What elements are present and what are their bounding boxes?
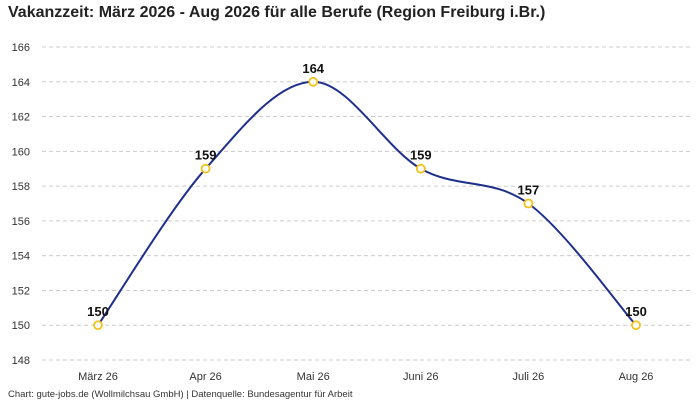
grid-layer <box>42 46 692 361</box>
y-tick-label: 152 <box>12 285 30 297</box>
data-label: 164 <box>302 61 324 76</box>
data-labels-layer: 150 159 164 159 157 150 <box>87 61 647 319</box>
x-tick-label: Apr 26 <box>189 371 221 383</box>
x-tick-label: Aug 26 <box>619 371 654 383</box>
series-line <box>97 80 637 326</box>
y-tick-label: 148 <box>12 355 30 367</box>
x-axis: März 26 Apr 26 Mai 26 Juni 26 Juli 26 Aug 26 <box>78 371 653 383</box>
series-layer <box>93 76 641 331</box>
data-point-marker <box>523 198 534 209</box>
data-label: 150 <box>87 304 109 319</box>
x-tick-label: Juni 26 <box>403 371 438 383</box>
data-label: 159 <box>195 148 217 163</box>
y-tick-label: 166 <box>12 42 30 54</box>
data-point-marker <box>631 320 641 331</box>
y-tick-label: 154 <box>12 251 30 263</box>
y-tick-label: 150 <box>12 320 30 332</box>
y-tick-label: 158 <box>12 181 30 193</box>
y-axis: 148 150 152 154 156 158 160 162 164 166 <box>12 42 30 367</box>
data-label: 150 <box>625 304 647 319</box>
y-tick-label: 162 <box>12 112 30 124</box>
y-tick-label: 156 <box>12 216 30 228</box>
y-tick-label: 164 <box>12 77 30 89</box>
x-tick-label: März 26 <box>78 371 118 383</box>
data-point-marker <box>200 163 211 174</box>
chart-title: Vakanzzeit: März 2026 - Aug 2026 für all… <box>8 4 545 21</box>
x-tick-label: Juli 26 <box>513 371 545 383</box>
data-label: 159 <box>410 148 432 163</box>
source-note: Chart: gute-jobs.de (Wollmilchsau GmbH) … <box>8 389 353 400</box>
data-point-marker <box>93 320 103 331</box>
data-point-marker <box>415 163 426 174</box>
y-tick-label: 160 <box>12 146 30 158</box>
data-label: 157 <box>518 183 540 198</box>
data-point-marker <box>308 76 319 87</box>
x-tick-label: Mai 26 <box>297 371 330 383</box>
